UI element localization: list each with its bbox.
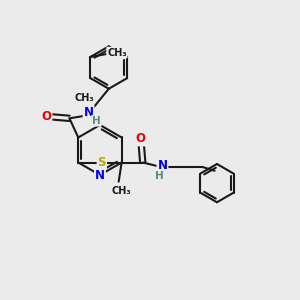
Text: S: S — [98, 156, 106, 169]
Text: CH₃: CH₃ — [111, 186, 131, 196]
Text: O: O — [136, 133, 146, 146]
Text: N: N — [95, 169, 105, 182]
Text: N: N — [158, 159, 167, 172]
Text: O: O — [41, 110, 52, 123]
Text: CH₃: CH₃ — [107, 47, 127, 58]
Text: CH₃: CH₃ — [74, 93, 94, 103]
Text: N: N — [84, 106, 94, 119]
Text: H: H — [155, 171, 164, 182]
Text: H: H — [92, 116, 101, 126]
